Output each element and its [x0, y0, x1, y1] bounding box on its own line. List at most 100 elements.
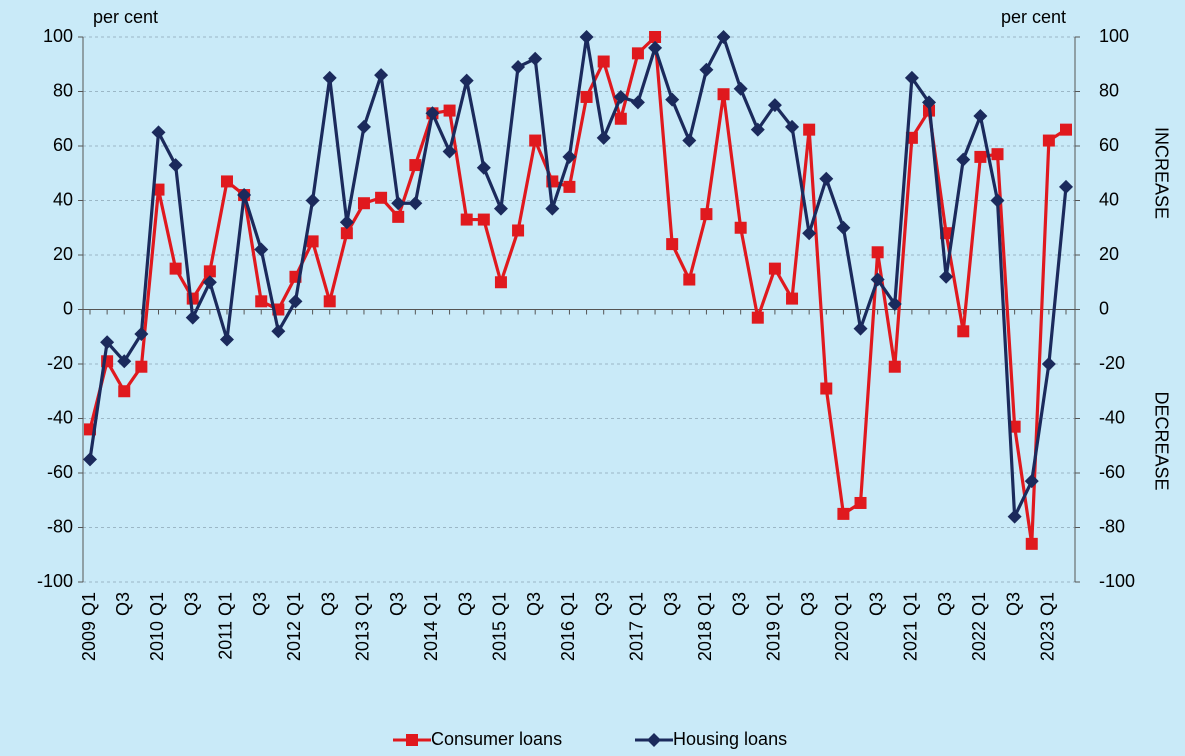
data-point — [630, 95, 645, 110]
data-point — [460, 213, 473, 226]
data-point — [288, 294, 303, 309]
data-point — [957, 325, 970, 338]
data-point — [134, 327, 149, 342]
series-line — [88, 35, 1068, 519]
data-point — [614, 112, 627, 125]
data-point — [596, 130, 611, 145]
data-point — [648, 40, 663, 55]
data-point — [991, 148, 1004, 161]
data-point — [323, 295, 336, 308]
x-tick-label: 2017 Q1 — [627, 592, 647, 661]
x-tick-label: Q3 — [798, 592, 818, 616]
annotation: INCREASE — [1151, 127, 1171, 219]
x-tick-label: 2014 Q1 — [421, 592, 441, 661]
y-tick-label: -80 — [47, 516, 73, 536]
data-point — [442, 144, 457, 159]
y2-tick-label: -100 — [1099, 571, 1135, 591]
y-tick-label: 20 — [53, 244, 73, 264]
data-point — [305, 193, 320, 208]
x-tick-label: Q3 — [935, 592, 955, 616]
data-point — [887, 297, 902, 312]
data-point — [631, 47, 644, 60]
data-point — [870, 272, 885, 287]
data-point — [375, 191, 388, 204]
y-tick-label: -20 — [47, 353, 73, 373]
data-point — [185, 310, 200, 325]
data-point — [459, 73, 474, 88]
data-point — [220, 175, 233, 188]
data-point — [733, 81, 748, 96]
x-tick-label: 2015 Q1 — [490, 592, 510, 661]
x-tick-label: 2010 Q1 — [147, 592, 167, 661]
data-point — [785, 119, 800, 134]
annotation: DECREASE — [1151, 391, 1171, 490]
series-line — [88, 35, 1067, 546]
data-point — [202, 275, 217, 290]
data-point — [528, 51, 543, 66]
data-point — [511, 59, 526, 74]
data-point — [356, 119, 371, 134]
data-point — [904, 70, 919, 85]
data-point — [682, 133, 697, 148]
data-point — [649, 31, 662, 43]
y2-tick-label: -60 — [1099, 462, 1125, 482]
data-point — [1024, 474, 1039, 489]
data-point — [836, 220, 851, 235]
data-point — [339, 215, 354, 230]
legend-marker — [647, 733, 661, 747]
data-point — [529, 134, 542, 147]
data-point — [408, 196, 423, 211]
data-point — [512, 224, 525, 237]
x-tick-label: 2018 Q1 — [695, 592, 715, 661]
x-tick-label: Q3 — [729, 592, 749, 616]
data-point — [700, 208, 713, 221]
data-point — [1025, 537, 1038, 550]
x-tick-label: Q3 — [661, 592, 681, 616]
data-point — [1007, 509, 1022, 524]
data-point — [767, 98, 782, 113]
data-point — [443, 104, 456, 117]
y-tick-label: 60 — [53, 135, 73, 155]
x-tick-label: Q3 — [181, 592, 201, 616]
data-point — [306, 235, 319, 248]
data-point — [683, 273, 696, 286]
data-point — [237, 188, 252, 203]
x-tick-label: Q3 — [455, 592, 475, 616]
data-point — [802, 226, 817, 241]
data-point — [820, 382, 833, 395]
legend-label: Housing loans — [673, 729, 787, 749]
data-point — [990, 193, 1005, 208]
data-point — [803, 123, 816, 136]
data-point — [579, 30, 594, 44]
data-point — [271, 324, 286, 339]
data-point — [391, 196, 406, 211]
data-point — [357, 197, 370, 210]
data-point — [734, 221, 747, 234]
y2-tick-label: 40 — [1099, 189, 1119, 209]
x-tick-label: 2016 Q1 — [558, 592, 578, 661]
x-tick-label: 2009 Q1 — [79, 592, 99, 661]
data-point — [1042, 134, 1055, 147]
data-point — [118, 385, 131, 398]
legend-marker — [406, 734, 418, 746]
x-tick-label: Q3 — [592, 592, 612, 616]
y2-tick-label: 80 — [1099, 80, 1119, 100]
data-point — [768, 262, 781, 275]
data-point — [973, 109, 988, 124]
data-point — [1041, 357, 1056, 371]
legend-label: Consumer loans — [431, 729, 562, 749]
data-point — [956, 152, 971, 167]
y-tick-label: 40 — [53, 189, 73, 209]
data-point — [854, 496, 867, 509]
x-tick-label: Q3 — [866, 592, 886, 616]
y2-tick-label: -80 — [1099, 516, 1125, 536]
data-point — [219, 332, 234, 347]
data-point — [939, 269, 954, 284]
data-point — [666, 238, 679, 251]
data-point — [888, 360, 901, 373]
data-point — [135, 360, 148, 373]
y-tick-label: -40 — [47, 407, 73, 427]
y-tick-label: 0 — [63, 298, 73, 318]
data-point — [871, 246, 884, 259]
